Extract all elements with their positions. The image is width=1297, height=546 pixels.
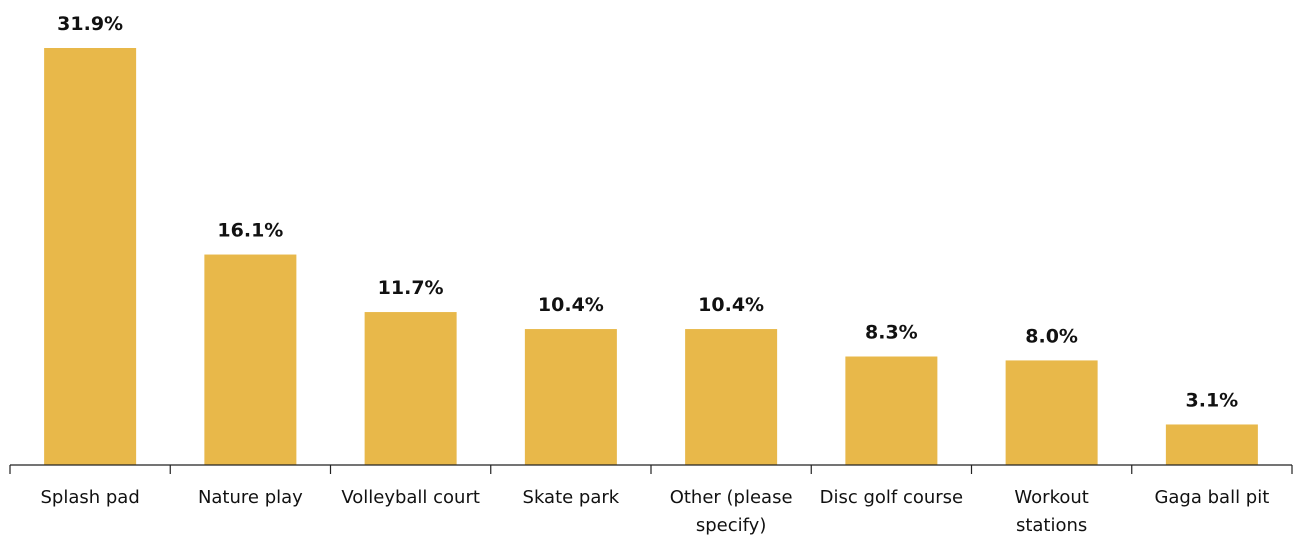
bar [204, 254, 297, 465]
value-label: 11.7% [378, 277, 444, 299]
value-label: 3.1% [1186, 389, 1239, 411]
bar [44, 48, 137, 465]
x-tick-label: Other (please specify) [669, 487, 793, 536]
bar [1005, 360, 1098, 465]
value-label: 31.9% [57, 13, 123, 35]
value-label: 10.4% [698, 294, 764, 316]
bar [364, 312, 457, 465]
bar [845, 356, 938, 465]
x-tick-label: Nature play [197, 487, 303, 508]
x-tick-label: Gaga ball pit [1154, 487, 1270, 508]
x-tick-label: Volleyball court [341, 487, 480, 508]
x-tick-label: Disc golf course [819, 487, 964, 508]
x-tick-label: Workout stations [1014, 487, 1089, 536]
bar [524, 329, 617, 465]
x-tick-label: Skate park [522, 487, 620, 508]
value-label: 8.3% [865, 322, 918, 344]
value-label: 8.0% [1025, 325, 1078, 347]
x-tick-label: Splash pad [40, 487, 140, 508]
bar [1165, 424, 1258, 465]
value-label: 10.4% [538, 294, 604, 316]
value-label: 16.1% [217, 220, 283, 242]
bar [685, 329, 778, 465]
